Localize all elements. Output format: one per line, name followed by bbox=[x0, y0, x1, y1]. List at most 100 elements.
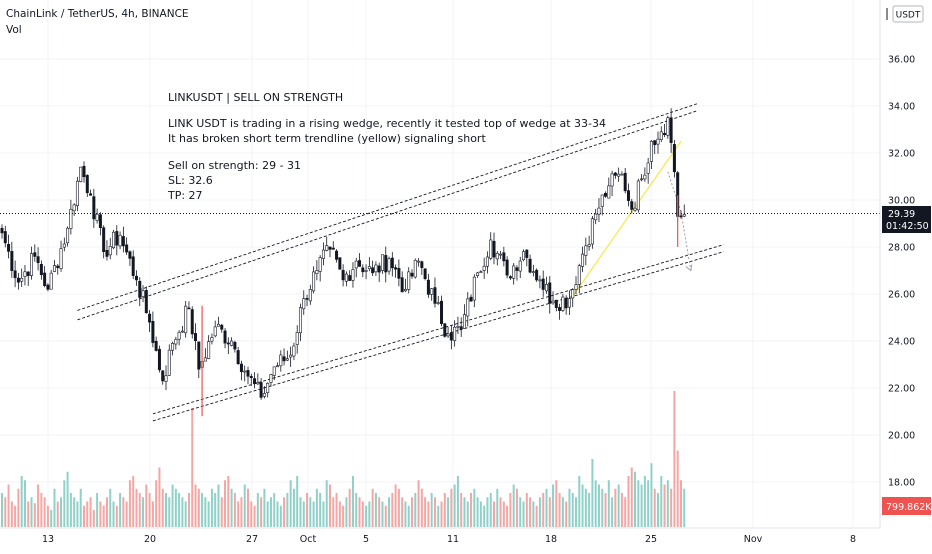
volume-bar bbox=[135, 488, 138, 527]
candle-body bbox=[456, 325, 460, 328]
candle-body bbox=[377, 265, 381, 273]
candle-body bbox=[89, 193, 93, 196]
volume-bar bbox=[545, 488, 548, 527]
candle-body bbox=[276, 365, 280, 368]
candle-body bbox=[574, 284, 578, 290]
volume-bar bbox=[4, 497, 7, 527]
volume-bar bbox=[401, 497, 404, 527]
volume-bar bbox=[388, 497, 391, 527]
candle-body bbox=[361, 267, 365, 273]
candle-body bbox=[535, 269, 539, 281]
volume-bar bbox=[53, 488, 56, 527]
volume-bar bbox=[643, 476, 646, 527]
candle-body bbox=[308, 289, 312, 302]
candle-body bbox=[246, 370, 250, 377]
volume-bar bbox=[168, 497, 171, 527]
candle-body bbox=[666, 117, 670, 136]
volume-bar bbox=[565, 501, 568, 527]
volume-bar bbox=[355, 493, 358, 527]
annotation-line: Sell on strength: 29 - 31 bbox=[168, 159, 301, 172]
candle-body bbox=[7, 244, 11, 252]
candle-body bbox=[590, 218, 594, 245]
candle-body bbox=[617, 173, 621, 177]
volume-bar bbox=[424, 497, 427, 527]
volume-bar bbox=[112, 501, 115, 527]
annotation-title: LINKUSDT | SELL ON STRENGTH bbox=[168, 91, 343, 104]
volume-bar bbox=[243, 484, 246, 527]
volume-bar bbox=[338, 501, 341, 527]
candle-body bbox=[367, 266, 371, 270]
volume-bar bbox=[519, 497, 522, 527]
volume-bar bbox=[335, 493, 338, 527]
candle-body bbox=[315, 270, 319, 274]
volume-bar bbox=[312, 501, 315, 527]
candle-body bbox=[187, 307, 191, 310]
candle-body bbox=[374, 264, 378, 273]
volume-bar bbox=[230, 488, 233, 527]
candle-body bbox=[318, 257, 322, 272]
price-tick-label: 24.00 bbox=[888, 337, 915, 348]
volume-bar bbox=[496, 488, 499, 527]
candle-body bbox=[79, 166, 83, 182]
candle-body bbox=[413, 259, 417, 278]
volume-bar bbox=[33, 503, 36, 527]
price-tick-label: 28.00 bbox=[888, 243, 915, 254]
volume-bar bbox=[165, 493, 167, 527]
candle-body bbox=[59, 248, 63, 269]
candle-body bbox=[134, 275, 138, 281]
candle-body bbox=[512, 265, 516, 279]
candle-body bbox=[302, 298, 306, 310]
volume-bar bbox=[217, 484, 220, 527]
volume-bar bbox=[420, 488, 423, 527]
candle-body bbox=[449, 332, 453, 341]
symbol-title: ChainLink / TetherUS, 4h, BINANCE bbox=[6, 8, 189, 20]
price-tick-label: 30.00 bbox=[888, 196, 915, 207]
volume-bar bbox=[588, 493, 591, 527]
candle-body bbox=[210, 337, 214, 342]
volume-bar bbox=[391, 493, 394, 527]
volume-bar bbox=[269, 497, 272, 527]
volume-bar bbox=[14, 505, 17, 527]
candle-body bbox=[640, 178, 644, 181]
volume-bar bbox=[240, 497, 243, 527]
volume-bar bbox=[142, 497, 145, 527]
volume-bar bbox=[607, 480, 610, 527]
candle-body bbox=[420, 261, 424, 269]
volume-bar bbox=[145, 484, 148, 527]
candle-body bbox=[148, 313, 152, 323]
volume-bar bbox=[670, 488, 673, 527]
candle-body bbox=[489, 239, 493, 259]
price-tick-label: 32.00 bbox=[888, 149, 915, 160]
candle-body bbox=[538, 279, 542, 282]
volume-bar bbox=[56, 501, 59, 527]
candle-body bbox=[341, 269, 345, 281]
time-tick-label: 18 bbox=[545, 534, 557, 545]
currency-badge[interactable] bbox=[892, 5, 924, 23]
volume-bar bbox=[40, 493, 43, 527]
volume-bar bbox=[50, 510, 53, 527]
candle-body bbox=[167, 349, 171, 376]
candle-body bbox=[462, 314, 466, 329]
volume-bar bbox=[381, 501, 384, 527]
volume-bar bbox=[394, 484, 397, 527]
candle-body bbox=[233, 341, 237, 350]
price-tick-label: 26.00 bbox=[888, 290, 915, 301]
volume-bar bbox=[69, 493, 72, 527]
candle-body bbox=[10, 251, 14, 271]
volume-bar bbox=[250, 501, 253, 527]
candle-body bbox=[138, 280, 142, 298]
volume-bar bbox=[414, 493, 417, 527]
candle-body bbox=[344, 273, 348, 282]
candle-body bbox=[584, 245, 588, 256]
volume-bar bbox=[158, 467, 161, 527]
annotation-line: LINK USDT is trading in a rising wedge, … bbox=[168, 117, 606, 130]
candle-body bbox=[256, 382, 260, 385]
candle-body bbox=[298, 307, 302, 334]
volume-bar bbox=[60, 497, 63, 527]
volume-bar bbox=[594, 480, 597, 527]
candle-body bbox=[633, 207, 637, 211]
volume-bar bbox=[683, 488, 686, 527]
candle-body bbox=[305, 298, 309, 300]
candle-body bbox=[292, 345, 296, 357]
volume-bar bbox=[210, 488, 213, 527]
